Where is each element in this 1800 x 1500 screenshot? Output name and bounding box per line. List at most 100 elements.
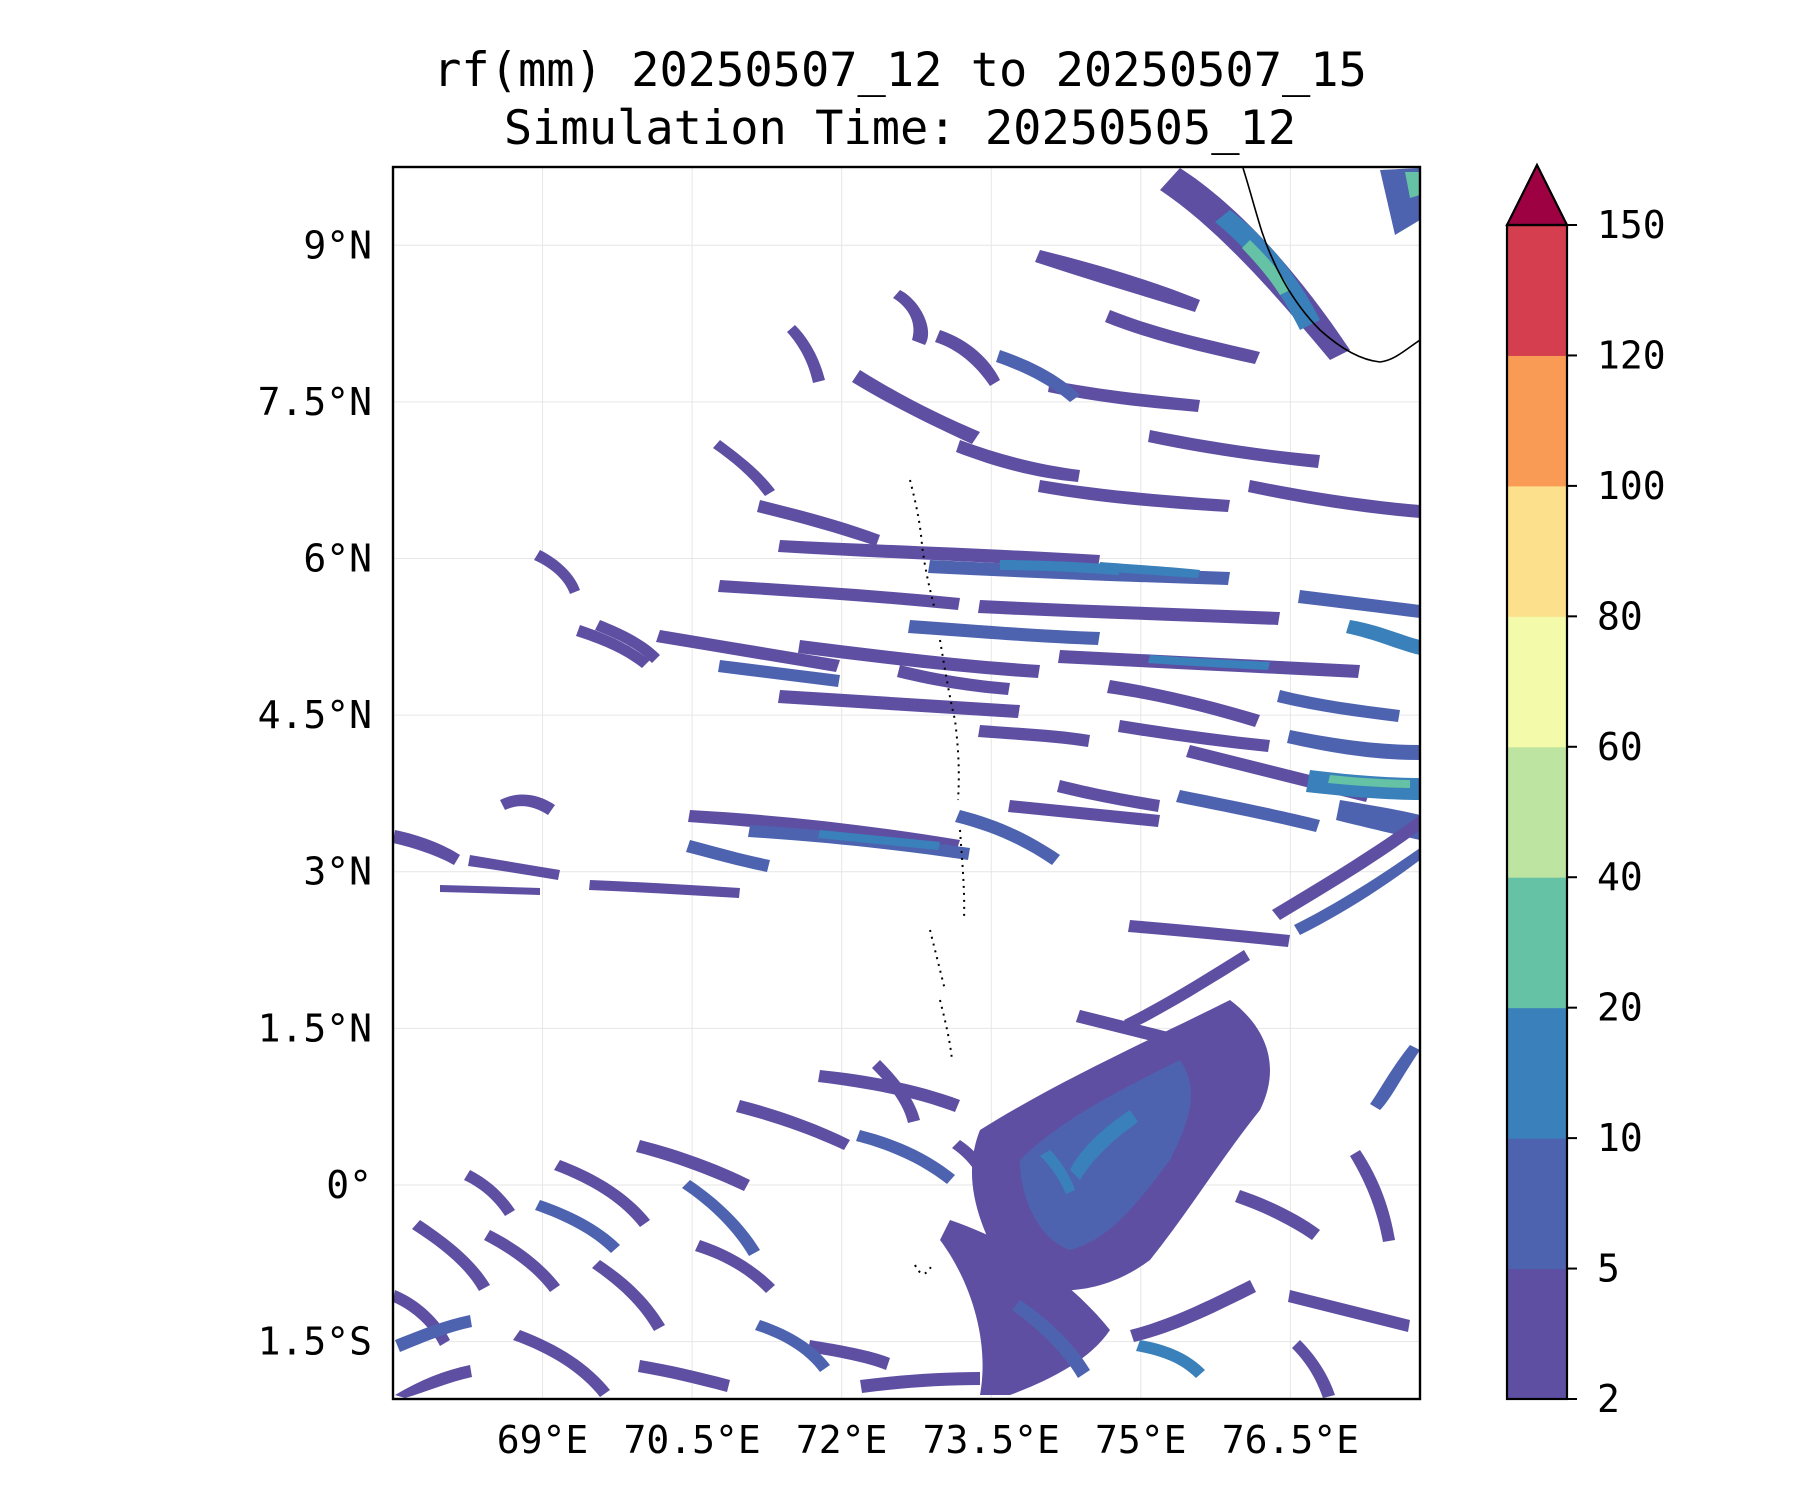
rain-band: [1124, 950, 1250, 1030]
rain-band: [1346, 620, 1420, 655]
rain-band: [1242, 240, 1290, 295]
rain-band: [1118, 720, 1270, 752]
colorbar-segment: [1507, 1007, 1567, 1139]
rain-band: [955, 810, 1060, 865]
rain-band: [1136, 1340, 1205, 1378]
rain-band: [412, 1220, 490, 1291]
rain-band: [856, 1130, 955, 1184]
colorbar-tick-label: 150: [1597, 203, 1666, 247]
rain-band: [395, 1315, 472, 1352]
rain-band: [1235, 1190, 1320, 1240]
lat-tick-label: 6°N: [303, 537, 372, 581]
colorbar-segment: [1507, 1268, 1567, 1400]
rain-band: [860, 1372, 980, 1393]
rain-band: [1287, 730, 1420, 760]
rain-band: [535, 1200, 620, 1253]
colorbar-segment: [1507, 877, 1567, 1009]
rain-band: [695, 1240, 775, 1293]
rain-band: [1292, 1340, 1335, 1398]
rain-band: [798, 640, 1040, 678]
rain-band: [978, 600, 1280, 625]
rain-band: [1128, 920, 1290, 947]
rain-band: [713, 440, 775, 496]
rain-band: [952, 1140, 997, 1210]
rain-band: [818, 1070, 960, 1112]
rain-band: [718, 580, 960, 610]
rain-band: [872, 1060, 920, 1123]
rain-band: [576, 625, 650, 668]
colorbar-frame: [1505, 223, 1569, 1401]
lon-tick-label: 69°E: [497, 1418, 589, 1462]
rain-band: [1370, 1045, 1420, 1110]
colorbar-tick-label: 60: [1597, 725, 1643, 769]
rain-band: [1000, 560, 1120, 575]
rain-band: [718, 660, 840, 687]
rain-band: [592, 1260, 665, 1331]
rain-band: [395, 1365, 472, 1398]
lon-tick-label: 70.5°E: [623, 1418, 760, 1462]
map-title: rf(mm) 20250507_12 to 20250507_15 Simula…: [0, 42, 1800, 158]
lon-tick-label: 76.5°E: [1222, 1418, 1359, 1462]
rain-band: [1248, 480, 1420, 518]
title-line-1: rf(mm) 20250507_12 to 20250507_15: [433, 43, 1367, 98]
rain-band: [787, 325, 825, 383]
rain-band: [818, 830, 940, 850]
rain-band: [935, 330, 1000, 386]
rain-band: [778, 690, 1020, 718]
colorbar-segment: [1507, 485, 1567, 617]
rain-band: [956, 440, 1080, 482]
colorbar-tick-label: 20: [1597, 986, 1643, 1030]
rain-band: [1107, 680, 1260, 727]
lat-tick-label: 4.5°N: [258, 693, 372, 737]
latitude-axis: 9°N 7.5°N 6°N 4.5°N 3°N 1.5°N 0° 1.5°S: [258, 223, 372, 1363]
colorbar-tick-label: 120: [1597, 333, 1666, 377]
lon-tick-label: 73.5°E: [923, 1418, 1060, 1462]
rain-band: [656, 630, 840, 672]
rain-band: [636, 1140, 750, 1191]
rain-band: [440, 885, 540, 895]
rain-band: [638, 1360, 730, 1392]
rain-band: [1148, 655, 1270, 670]
rain-band: [1148, 430, 1320, 468]
rain-band: [513, 1330, 610, 1397]
rain-band: [1012, 1300, 1090, 1378]
lat-tick-label: 9°N: [303, 223, 372, 267]
rain-band: [852, 370, 980, 444]
coastline: [909, 167, 1420, 1275]
rain-band: [1272, 815, 1420, 920]
rain-band: [1038, 480, 1230, 512]
rain-band: [1035, 250, 1200, 312]
rain-band: [757, 500, 880, 546]
colorbar-tick-label: 2: [1597, 1377, 1620, 1421]
colorbar-segment: [1507, 616, 1567, 748]
rain-band: [1298, 590, 1420, 618]
rain-band: [996, 350, 1080, 402]
rain-band: [1294, 848, 1420, 935]
rain-band: [1070, 1110, 1138, 1180]
rain-band: [736, 1100, 850, 1150]
rain-band: [908, 620, 1100, 645]
lat-tick-label: 7.5°N: [258, 380, 372, 424]
lat-tick-label: 3°N: [303, 850, 372, 894]
colorbar-tick-label: 80: [1597, 594, 1643, 638]
rain-band: [500, 794, 555, 815]
rain-band: [1176, 790, 1320, 832]
colorbar-segment: [1507, 746, 1567, 878]
rain-band: [755, 1320, 830, 1372]
map-frame: [391, 165, 1422, 1401]
colorbar-extend-arrow: [1505, 162, 1569, 227]
rain-band: [1098, 562, 1200, 578]
rain-band: [1350, 1150, 1395, 1242]
rain-band: [686, 840, 770, 872]
rain-band: [1020, 1060, 1191, 1250]
rain-band: [595, 620, 660, 663]
rain-band: [1048, 380, 1200, 412]
title-line-2: Simulation Time: 20250505_12: [503, 101, 1297, 156]
rain-band: [468, 855, 560, 880]
colorbar-tick-label: 100: [1597, 464, 1666, 508]
colorbar-tick-label: 5: [1597, 1247, 1620, 1291]
rain-band: [393, 830, 460, 865]
colorbar-segment: [1507, 1138, 1567, 1270]
colorbar-tick-label: 10: [1597, 1116, 1643, 1160]
rain-band: [1277, 690, 1400, 722]
